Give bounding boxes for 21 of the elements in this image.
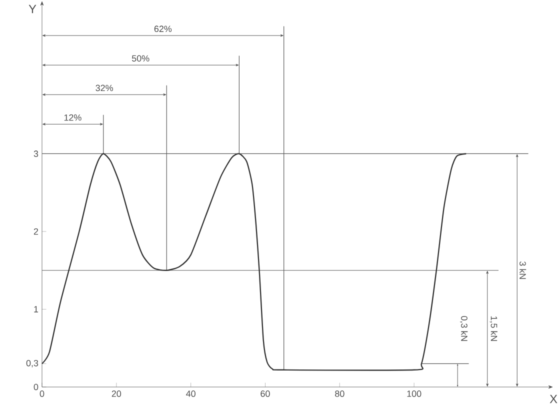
annotation: 62% (154, 26, 172, 32)
x-tick-label: 60 (260, 390, 270, 397)
x-tick-label: 40 (186, 390, 196, 397)
annotation: 0,3 kN (460, 316, 468, 341)
line-series (41, 153, 467, 371)
annotation: 1,5 kN (490, 316, 498, 341)
x-tick-label: 80 (335, 390, 344, 397)
annotation: 50% (132, 55, 150, 62)
x-tick-label: 100 (407, 390, 422, 397)
y-tick-label: 1 (34, 306, 38, 312)
y-tick-label: 0,3 (26, 360, 38, 368)
x-axis-title: X (550, 394, 558, 404)
x-tick-label: 20 (112, 390, 122, 397)
annotation: 32% (96, 84, 113, 92)
annotation: 3 kN (520, 261, 526, 279)
y-tick-label: 0 (34, 384, 38, 390)
y-axis-title: Y (28, 4, 36, 14)
x-tick-label: 0 (40, 390, 44, 397)
y-tick-label: 3 (34, 150, 38, 157)
annotation: 12% (64, 114, 82, 121)
y-tick-label: 2 (34, 228, 38, 235)
